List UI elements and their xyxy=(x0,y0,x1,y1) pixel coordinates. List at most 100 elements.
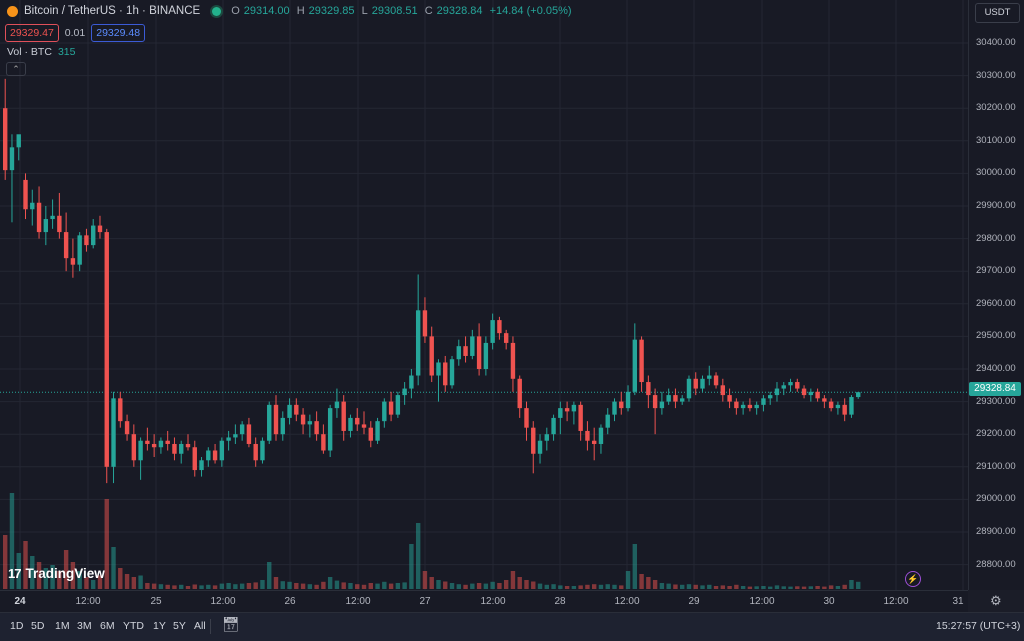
volume-bar xyxy=(612,584,617,589)
settings-gear-icon[interactable]: ⚙ xyxy=(990,593,1002,608)
candle-body xyxy=(463,346,468,356)
time-axis[interactable]: 24 12:00 25 12:00 26 12:00 27 12:00 28 12:00 29 12:… xyxy=(0,590,968,613)
candle-body xyxy=(740,404,746,409)
volume-bar xyxy=(524,580,529,589)
volume-bar xyxy=(327,577,333,589)
candle-body xyxy=(483,342,489,369)
candle-body xyxy=(280,417,285,435)
candle-body xyxy=(510,342,516,379)
spread-value: 0.01 xyxy=(64,27,86,39)
candle-body xyxy=(856,392,861,398)
volume-bar xyxy=(131,577,137,589)
volume-bar xyxy=(659,583,665,589)
chevron-up-icon[interactable]: ⌃ xyxy=(6,62,26,76)
tradingview-logo-icon: 17 xyxy=(8,566,22,581)
volume-bar xyxy=(355,584,360,589)
candle-body xyxy=(713,375,719,386)
volume-bar xyxy=(456,584,461,589)
range-button-6m[interactable]: 6M xyxy=(100,620,115,632)
candle-body xyxy=(449,359,455,386)
price-tick-label: 29400.00 xyxy=(976,363,1016,374)
candle-body xyxy=(239,424,245,435)
range-button-5y[interactable]: 5Y xyxy=(173,620,186,632)
range-button-ytd[interactable]: YTD xyxy=(123,620,144,632)
candle-body xyxy=(179,443,184,454)
candle-body xyxy=(524,408,529,428)
sell-price-button[interactable]: 29329.47 xyxy=(5,24,59,42)
volume-bar xyxy=(768,586,773,589)
candle-body xyxy=(219,440,225,461)
volume-bar xyxy=(104,499,109,589)
chart-legend: Bitcoin / TetherUS · 1h · BINANCE O 29314… xyxy=(7,5,576,17)
candle-body xyxy=(747,404,753,409)
volume-bar xyxy=(652,580,658,589)
candle-body xyxy=(273,404,279,435)
candle-body xyxy=(395,395,401,415)
volume-bar xyxy=(591,584,597,589)
candlestick-chart[interactable] xyxy=(0,0,968,590)
last-price-badge: 29328.84 xyxy=(969,382,1021,396)
volume-bar xyxy=(361,584,367,589)
range-button-3m[interactable]: 3M xyxy=(77,620,92,632)
candle-body xyxy=(774,388,780,396)
volume-bar xyxy=(449,583,455,589)
currency-selector[interactable]: USDT xyxy=(975,3,1020,23)
candle-body xyxy=(36,202,42,233)
bottom-toolbar: 1D 5D 1M 3M 6M YTD 1Y 5Y All 📅︎ 15:27:57 (UTC+3) xyxy=(0,612,1024,641)
volume-bar xyxy=(395,583,401,589)
candle-body xyxy=(591,440,597,444)
range-button-5d[interactable]: 5D xyxy=(31,620,45,632)
price-tick-label: 30400.00 xyxy=(976,37,1016,48)
candle-body xyxy=(835,404,841,409)
candle-body xyxy=(558,408,563,418)
price-scale[interactable]: USDT xyxy=(968,0,1024,590)
price-tick-label: 29600.00 xyxy=(976,297,1016,309)
candle-body xyxy=(578,404,583,431)
calendar-icon[interactable]: 📅︎ xyxy=(222,616,240,632)
time-tick-label: 12:00 xyxy=(210,596,236,607)
candle-body xyxy=(145,440,150,444)
volume-label[interactable]: Vol · BTC xyxy=(7,46,52,58)
candle-body xyxy=(348,417,353,431)
candle-body xyxy=(287,404,292,418)
volume-bar xyxy=(707,584,712,589)
lightning-icon[interactable]: ⚡ xyxy=(905,571,921,587)
volume-bar xyxy=(84,577,89,589)
volume-bar xyxy=(503,580,509,589)
chart-pane[interactable]: Bitcoin / TetherUS · 1h · BINANCE O 29314… xyxy=(0,0,968,590)
time-tick-label: 26 xyxy=(284,596,296,607)
candle-body xyxy=(531,427,536,454)
toolbar-divider xyxy=(210,619,211,634)
range-button-all[interactable]: All xyxy=(194,620,206,632)
candle-body xyxy=(551,417,556,435)
candle-body xyxy=(544,434,549,441)
symbol-title[interactable]: Bitcoin / TetherUS · 1h · BINANCE xyxy=(24,5,201,17)
candle-body xyxy=(63,232,69,259)
price-tick-label: 29200.00 xyxy=(976,428,1016,440)
time-tick-label: 12:00 xyxy=(480,596,506,607)
volume-bar xyxy=(158,584,164,589)
range-button-1m[interactable]: 1M xyxy=(55,620,70,632)
buy-price-button[interactable]: 29329.48 xyxy=(91,24,146,42)
candle-body xyxy=(368,427,373,441)
time-tick-label: 12:00 xyxy=(345,596,371,607)
candle-body xyxy=(151,443,157,448)
volume-bar xyxy=(179,584,184,589)
candle-body xyxy=(456,346,461,360)
volume-bar xyxy=(551,584,556,589)
price-tick-label: 28900.00 xyxy=(976,526,1016,537)
volume-bar xyxy=(680,584,685,589)
candle-body xyxy=(788,382,793,386)
candle-body xyxy=(334,401,340,409)
range-button-1d[interactable]: 1D xyxy=(10,620,24,632)
range-button-1y[interactable]: 1Y xyxy=(153,620,166,632)
volume-bar xyxy=(50,565,55,589)
timezone-clock[interactable]: 15:27:57 (UTC+3) xyxy=(936,620,1021,632)
volume-bar xyxy=(280,581,285,589)
candle-body xyxy=(436,362,441,376)
candle-body xyxy=(619,401,624,409)
price-tick-label: 29300.00 xyxy=(976,395,1016,407)
candle-body xyxy=(246,424,252,444)
volume-bar xyxy=(233,584,238,589)
volume-bar xyxy=(801,586,807,589)
